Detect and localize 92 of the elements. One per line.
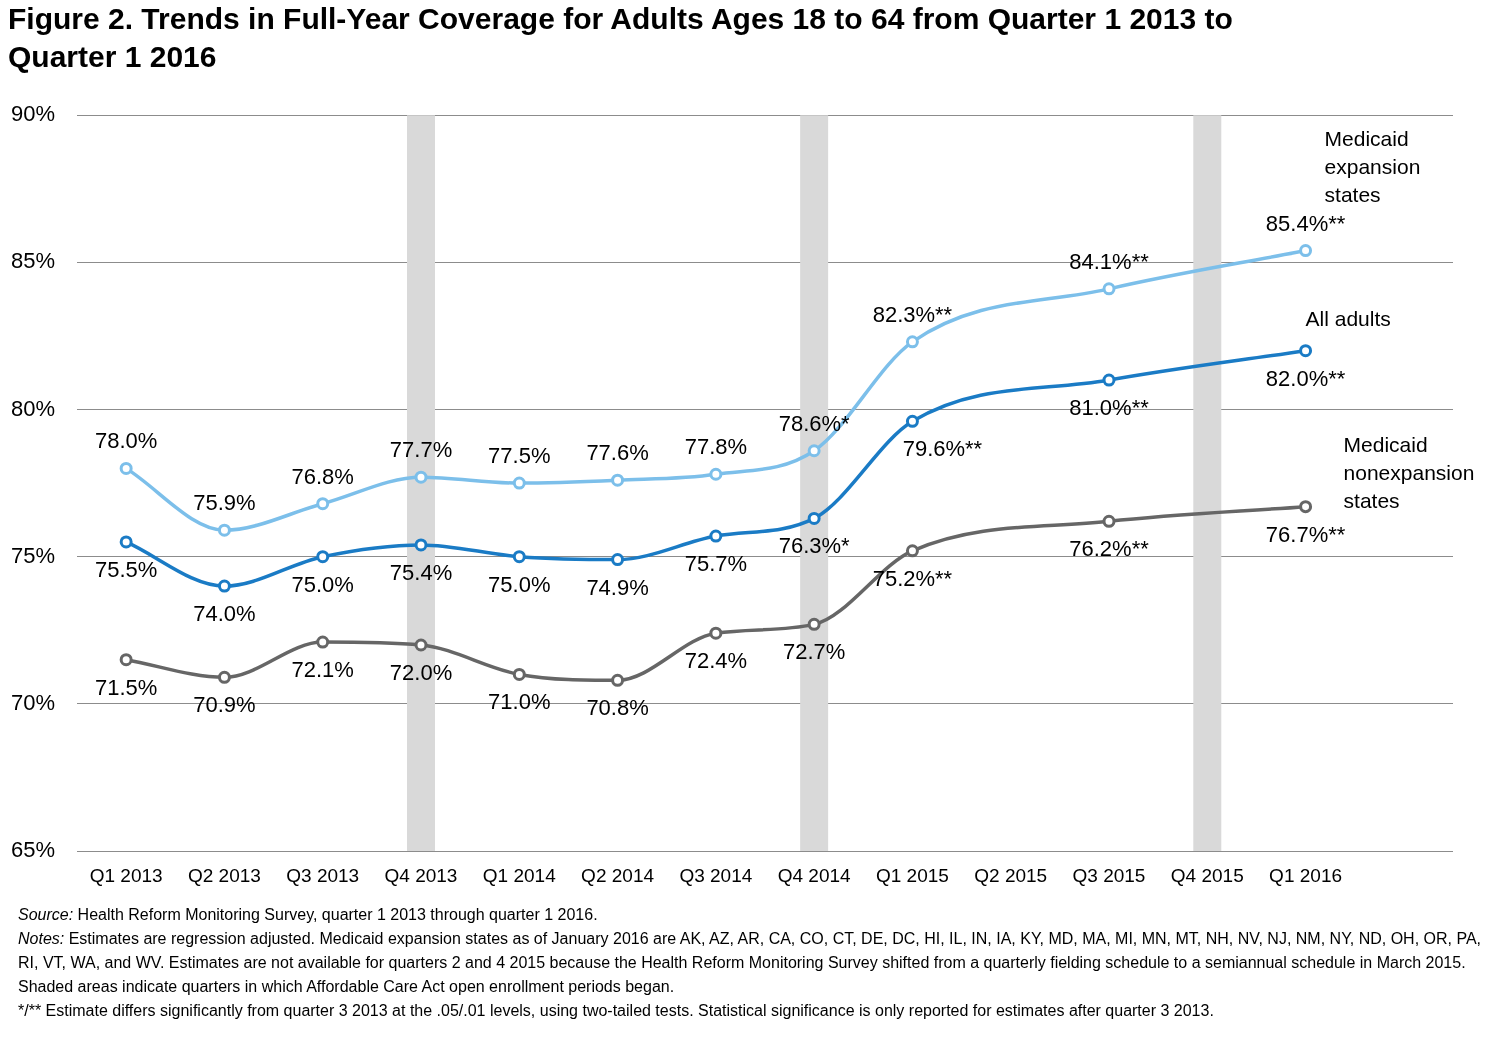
- data-label: 75.7%: [684, 551, 748, 577]
- y-tick-label: 75%: [10, 542, 55, 568]
- point: [1299, 344, 1313, 358]
- data-label: 82.3%**: [872, 301, 953, 327]
- x-tick-label: Q1 2014: [482, 864, 557, 886]
- data-label: 76.8%: [291, 463, 354, 489]
- data-label: 81.0%**: [1069, 395, 1150, 421]
- point: [905, 544, 919, 558]
- data-label: 79.6%**: [902, 436, 983, 462]
- x-tick-label: Q2 2013: [187, 864, 261, 886]
- data-label: 77.8%: [684, 434, 748, 460]
- source-note: Source: Health Reform Monitoring Survey, quarter 1 2013 through quarter 1 2016.: [18, 906, 598, 923]
- point: [512, 476, 526, 490]
- point: [512, 550, 526, 564]
- x-tick-label: Q3 2014: [679, 864, 753, 886]
- data-label: 75.0%: [291, 571, 354, 597]
- x-tick-label: Q2 2014: [581, 864, 655, 886]
- chart-title: Figure 2. Trends in Full-Year Coverage for Adults Ages 18 to 64 from Quarter 1 2013 to Quarter 1 2016: [8, 1, 1234, 75]
- data-label: 77.6%: [586, 440, 649, 466]
- point: [316, 497, 330, 511]
- data-label: 74.0%: [193, 601, 256, 627]
- data-label: 76.3%*: [778, 533, 851, 559]
- data-label: 78.0%: [94, 428, 158, 454]
- x-tick-label: Q3 2013: [286, 864, 360, 886]
- data-label: 72.1%: [291, 657, 354, 683]
- text: Medicaid expansion states: [1324, 127, 1421, 207]
- point: [1102, 282, 1116, 296]
- point: [512, 667, 526, 681]
- point: [316, 550, 330, 564]
- point: [1102, 514, 1116, 528]
- series-label: Medicaid nonexpansion states: [1343, 433, 1475, 513]
- point: [611, 553, 625, 567]
- point: [217, 523, 231, 537]
- data-label: 74.9%: [586, 574, 649, 600]
- y-tick-label: 70%: [10, 689, 55, 715]
- y-tick-label: 80%: [10, 395, 55, 421]
- data-label: 72.7%: [782, 639, 846, 665]
- point: [807, 444, 821, 458]
- point: [119, 535, 133, 549]
- point: [1102, 373, 1116, 387]
- point: [709, 626, 723, 640]
- data-label: 85.4%**: [1265, 210, 1346, 236]
- data-label: 84.1%**: [1069, 248, 1150, 274]
- y-tick-label: 85%: [10, 248, 55, 274]
- x-tick-label: Q1 2013: [89, 864, 163, 886]
- point: [316, 635, 330, 649]
- data-label: 77.7%: [389, 437, 453, 463]
- data-label: 75.5%: [94, 557, 158, 583]
- point: [905, 335, 919, 349]
- point: [709, 467, 723, 481]
- point: [1299, 244, 1313, 258]
- data-label: 76.2%**: [1069, 536, 1150, 562]
- data-label: 71.0%: [488, 689, 551, 715]
- x-tick-label: Q4 2013: [384, 864, 458, 886]
- data-label: 70.8%: [586, 695, 649, 721]
- x-tick-label: Q1 2015: [875, 864, 949, 886]
- point: [611, 473, 625, 487]
- x-tick-label: Q1 2016: [1269, 864, 1343, 886]
- x-tick-label: Q3 2015: [1072, 864, 1146, 886]
- point: [414, 638, 428, 652]
- data-label: 75.0%: [488, 571, 551, 597]
- data-label: 75.4%: [389, 559, 453, 585]
- point: [905, 414, 919, 428]
- point: [414, 470, 428, 484]
- series-label: All adults: [1305, 307, 1391, 331]
- data-label: 71.5%: [94, 674, 158, 700]
- point: [1299, 500, 1313, 514]
- text: Notes: Estimates are regression adjusted. Medicaid expansion states as of January 2016 are AK, AZ, AR, CA, CO, CT, DE, DC, HI, IL, IN, IA, KY, MD, MA, MI, MN, MT, NH, NV, NJ, NM, NY, ND, OH, OR, PA, RI, VT, WA, and WV. Estimates are not available for quarters 2 and 4 2015 because the Health Reform Monitoring Survey shifted from a quarterly fielding schedule to a semiannual schedule in March 2015. Shaded areas indicate quarters in which Affordable Care Act open enrollment periods began.: [18, 930, 1482, 995]
- data-label: 72.4%: [684, 648, 748, 674]
- x-tick-label: Q4 2015: [1170, 864, 1244, 886]
- point: [807, 511, 821, 525]
- y-tick-label: 65%: [10, 837, 55, 863]
- point: [119, 653, 133, 667]
- point: [217, 670, 231, 684]
- x-tick-label: Q2 2015: [974, 864, 1048, 886]
- text: */** Estimate differs significantly from quarter 3 2013 at the .05/.01 levels, using two-tailed tests. Statistical significance is only reported for estimates after quarter 3 2013.: [18, 1001, 1215, 1021]
- point: [611, 673, 625, 687]
- data-label: 82.0%**: [1265, 365, 1346, 391]
- x-tick-label: Q4 2014: [777, 864, 852, 886]
- y-tick-label: 90%: [10, 101, 55, 127]
- data-label: 75.9%: [193, 490, 256, 516]
- data-label: 78.6%*: [778, 410, 851, 436]
- data-label: 76.7%**: [1265, 521, 1346, 547]
- data-label: 70.9%: [193, 692, 256, 718]
- data-label: 77.5%: [488, 443, 551, 469]
- data-label: 75.2%**: [872, 565, 953, 591]
- point: [119, 461, 133, 475]
- point: [709, 529, 723, 543]
- point: [217, 579, 231, 593]
- point: [414, 538, 428, 552]
- point: [807, 617, 821, 631]
- data-label: 72.0%: [389, 660, 453, 686]
